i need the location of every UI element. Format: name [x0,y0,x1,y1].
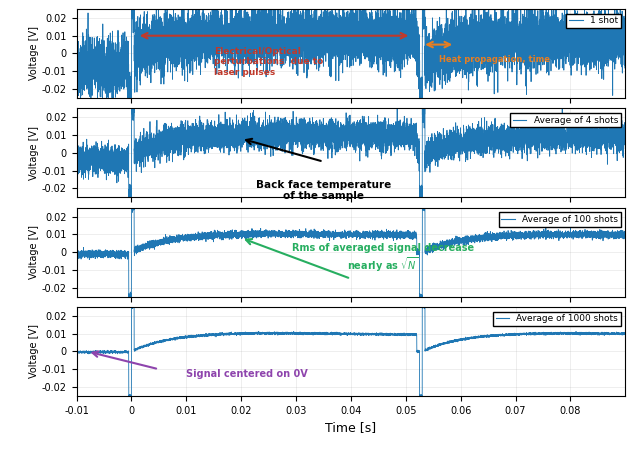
Text: Rms of averaged signal decrease
nearly as $\sqrt{N}$: Rms of averaged signal decrease nearly a… [292,243,474,274]
Legend: Average of 100 shots: Average of 100 shots [498,212,621,227]
Text: Signal centered on 0V: Signal centered on 0V [186,369,308,379]
X-axis label: Time [s]: Time [s] [325,421,376,434]
Y-axis label: Voltage [V]: Voltage [V] [29,324,39,379]
Legend: 1 shot: 1 shot [567,14,621,28]
Text: Electrical/Optical
perturbations  due to
laser pulses: Electrical/Optical perturbations due to … [214,47,323,77]
Text: Heat propagation, time: Heat propagation, time [439,56,550,64]
Y-axis label: Voltage [V]: Voltage [V] [29,26,39,81]
Text: Back face temperature
of the sample: Back face temperature of the sample [256,180,391,202]
Y-axis label: Voltage [V]: Voltage [V] [29,126,39,180]
Legend: Average of 4 shots: Average of 4 shots [510,113,621,127]
Legend: Average of 1000 shots: Average of 1000 shots [493,312,621,326]
Y-axis label: Voltage [V]: Voltage [V] [29,225,39,279]
